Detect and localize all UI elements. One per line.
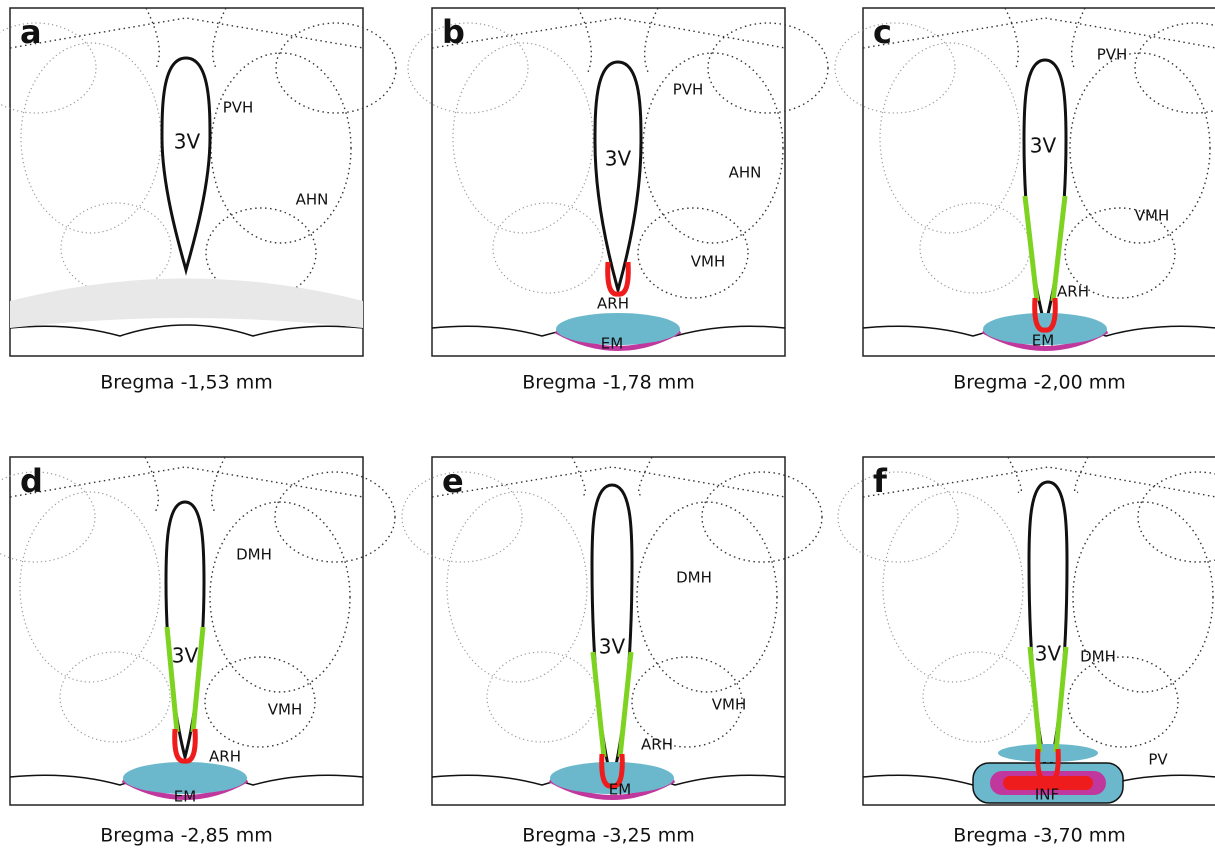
panel-letter: f xyxy=(873,462,888,500)
region-label: PVH xyxy=(673,81,704,99)
region-label: VMH xyxy=(268,701,302,719)
region-label: AHN xyxy=(296,191,329,209)
region-label: EM xyxy=(1032,332,1054,350)
region-label: EM xyxy=(601,335,623,353)
caption: Bregma -2,85 mm xyxy=(100,825,273,847)
region-label: VMH xyxy=(712,696,746,714)
figure: a 3V PVH AHN Bregma -1,53 mm b 3V PVH AHN VMH ARH E… xyxy=(0,0,1215,854)
panel: a 3V PVH AHN Bregma -1,53 mm xyxy=(0,8,396,394)
region-label: 3V xyxy=(172,644,199,668)
caption: Bregma -1,78 mm xyxy=(522,372,695,394)
caption: Bregma -3,25 mm xyxy=(522,825,695,847)
region-label: PVH xyxy=(223,99,254,117)
region-label: PV xyxy=(1148,751,1168,769)
panel: e DMH 3V VMH ARH EM Bregma -3,25 mm xyxy=(402,457,822,847)
region-label: VMH xyxy=(1135,207,1169,225)
caption: Bregma -1,53 mm xyxy=(100,372,273,394)
panel-letter: a xyxy=(20,13,42,51)
region-label: 3V xyxy=(1035,642,1062,666)
region-label: VMH xyxy=(691,253,725,271)
panel-letter: b xyxy=(442,13,465,51)
panel-letter: d xyxy=(20,462,43,500)
panel: f 3V DMH PV INF Bregma -3,70 mm xyxy=(838,457,1215,847)
region-label: ARH xyxy=(641,736,673,754)
pv-zone xyxy=(998,744,1098,762)
region-label: ARH xyxy=(209,748,241,766)
region-label: AHN xyxy=(729,164,762,182)
region-label: DMH xyxy=(676,569,712,587)
region-label: DMH xyxy=(1080,648,1116,666)
region-label: ARH xyxy=(597,295,629,313)
panel: d DMH 3V VMH ARH EM Bregma -2,85 mm xyxy=(0,457,395,847)
region-label: PVH xyxy=(1097,46,1128,64)
caption: Bregma -3,70 mm xyxy=(953,825,1126,847)
region-label: 3V xyxy=(599,635,626,659)
region-label: DMH xyxy=(236,546,272,564)
panel: c PVH 3V VMH ARH EM Bregma -2,00 mm xyxy=(835,8,1215,394)
region-label: ARH xyxy=(1057,283,1089,301)
region-label: EM xyxy=(609,781,631,799)
region-label: 3V xyxy=(1030,134,1057,158)
caption: Bregma -2,00 mm xyxy=(953,372,1126,394)
region-label: EM xyxy=(174,788,196,806)
region-label: 3V xyxy=(174,130,201,154)
region-label: INF xyxy=(1035,786,1059,804)
panel-letter: c xyxy=(873,13,892,51)
panel-frame xyxy=(432,457,785,805)
region-label: 3V xyxy=(605,147,632,171)
panel: b 3V PVH AHN VMH ARH EM Bregma -1,78 mm xyxy=(408,8,828,394)
panel-letter: e xyxy=(442,462,464,500)
